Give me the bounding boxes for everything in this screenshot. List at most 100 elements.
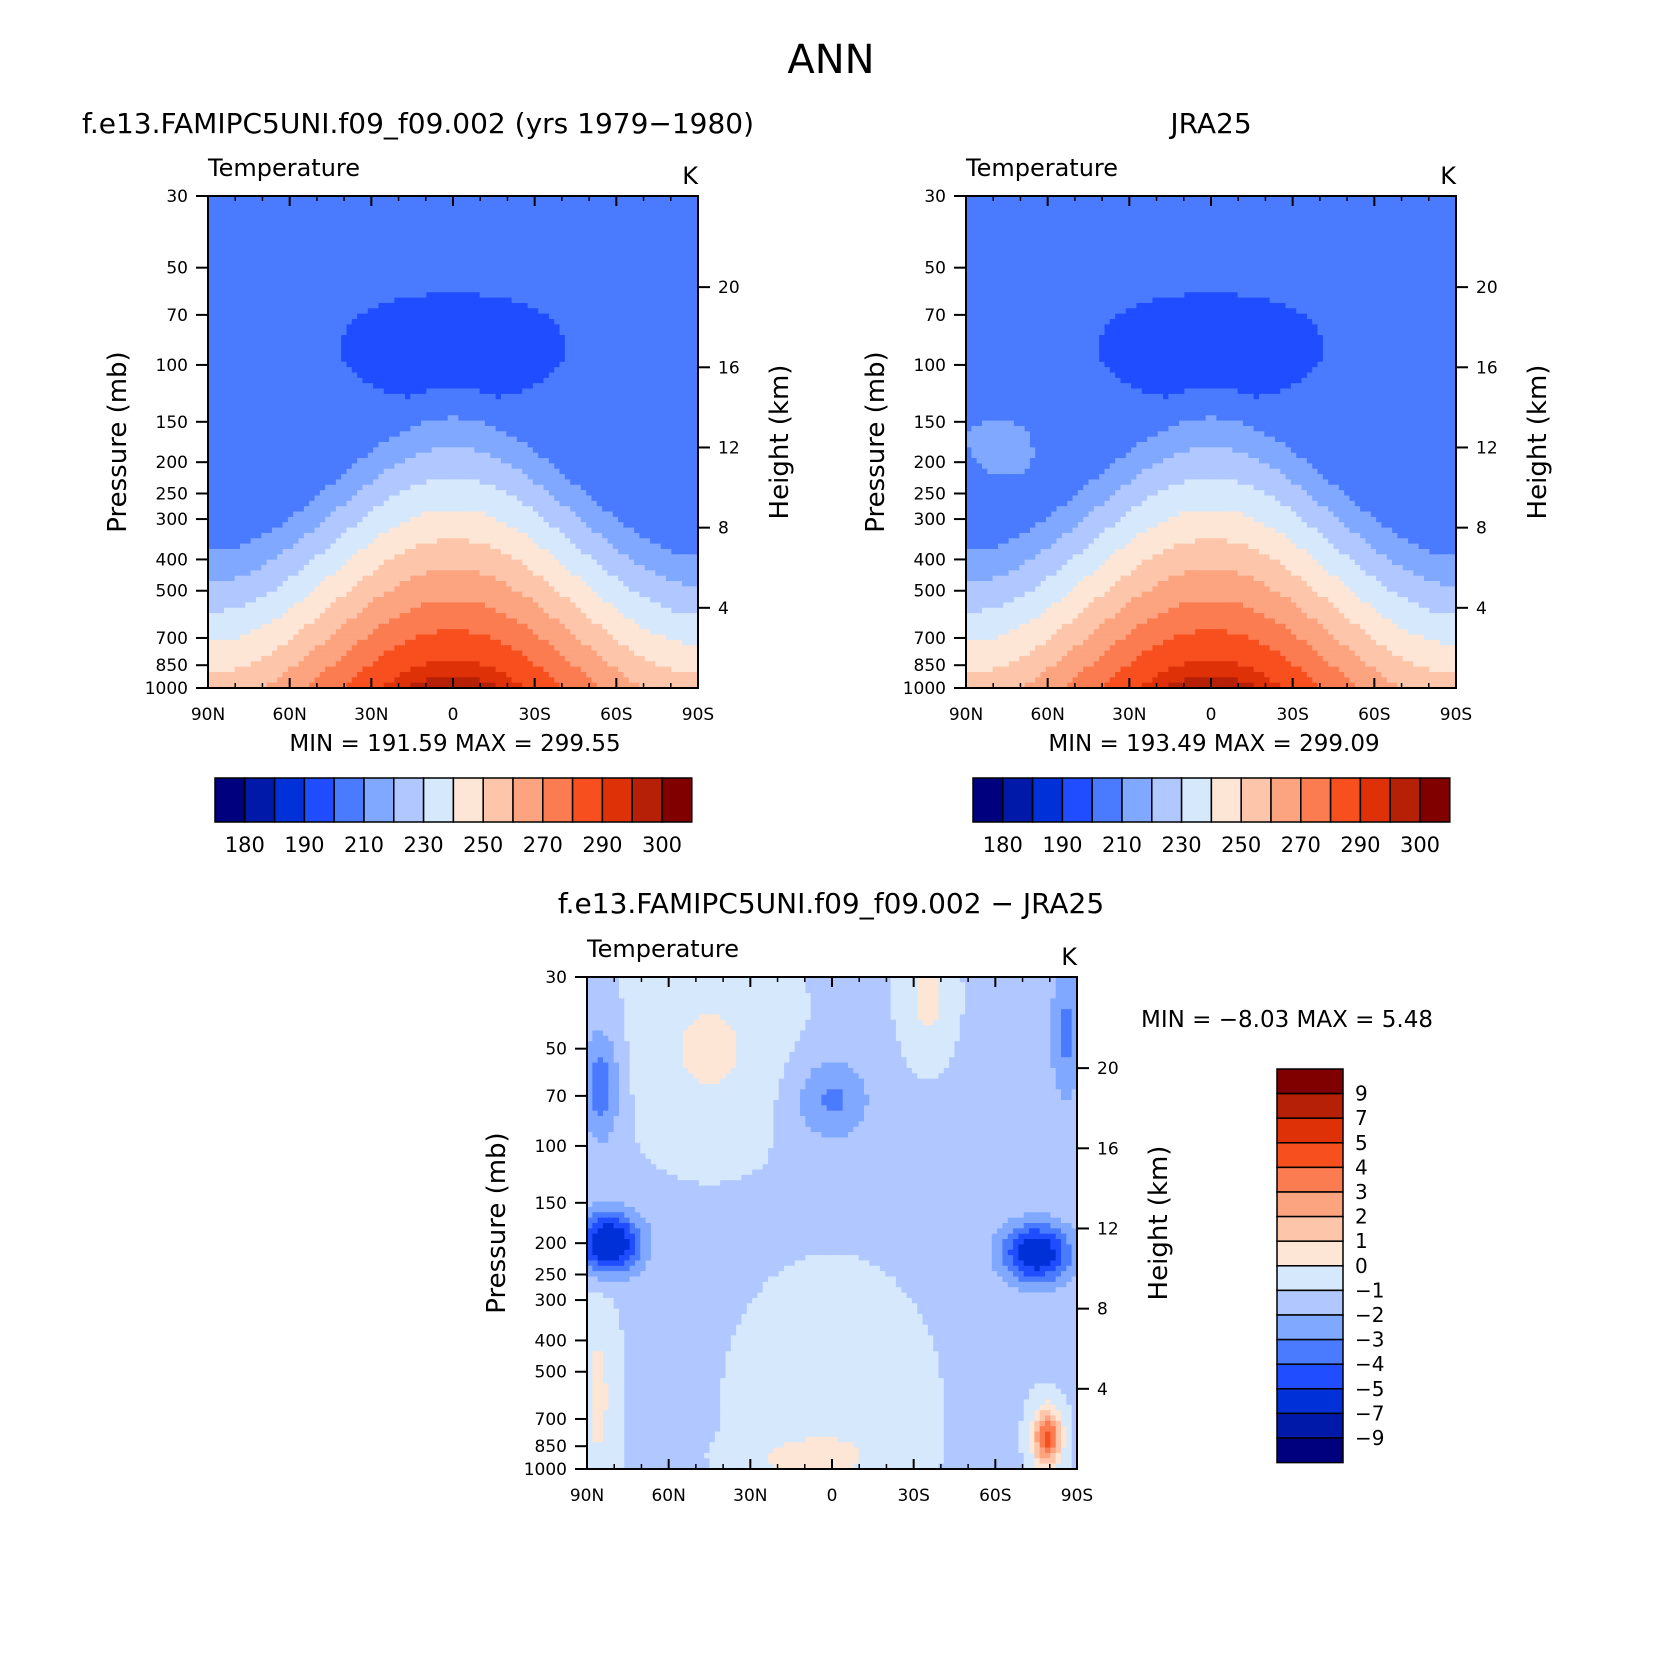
contour-cell: [485, 207, 491, 213]
contour-cell: [293, 212, 299, 218]
contour-cell: [448, 260, 454, 266]
contour-cell: [496, 233, 502, 239]
contour-cell: [639, 212, 645, 218]
contour-cell: [325, 276, 331, 282]
contour-cell: [671, 212, 677, 218]
contour-cell: [362, 303, 368, 309]
contour-cell: [496, 239, 502, 245]
contour-cell: [570, 271, 576, 277]
contour-cell: [645, 266, 651, 272]
contour-cell: [437, 233, 443, 239]
contour-cell: [576, 249, 582, 255]
contour-cell: [309, 212, 315, 218]
contour-cell: [357, 244, 363, 250]
contour-cell: [426, 271, 432, 277]
contour-cell: [565, 266, 571, 272]
contour-cell: [272, 282, 278, 288]
contour-cell: [299, 233, 305, 239]
contour-cell: [378, 314, 384, 320]
contour-cell: [458, 228, 464, 234]
contour-cell: [490, 233, 496, 239]
contour-cell: [671, 292, 677, 298]
contour-cell: [490, 201, 496, 207]
contour-cell: [272, 266, 278, 272]
contour-cell: [682, 244, 688, 250]
contour-cell: [469, 244, 475, 250]
contour-cell: [570, 287, 576, 293]
contour-cell: [416, 228, 422, 234]
contour-cell: [245, 228, 251, 234]
contour-cell: [522, 266, 528, 272]
contour-cell: [394, 266, 400, 272]
contour-cell: [554, 292, 560, 298]
contour-cell: [629, 287, 635, 293]
contour-cell: [261, 260, 267, 266]
contour-cell: [650, 228, 656, 234]
contour-cell: [607, 212, 613, 218]
contour-cell: [586, 249, 592, 255]
contour-cell: [309, 308, 315, 314]
contour-cell: [299, 239, 305, 245]
contour-cell: [597, 260, 603, 266]
contour-cell: [272, 314, 278, 320]
contour-cell: [576, 260, 582, 266]
contour-cell: [496, 201, 502, 207]
contour-cell: [432, 314, 438, 320]
contour-cell: [288, 266, 294, 272]
contour-cell: [453, 249, 459, 255]
contour-cell: [687, 308, 693, 314]
contour-cell: [554, 228, 560, 234]
contour-cell: [602, 260, 608, 266]
contour-cell: [309, 292, 315, 298]
contour-cell: [501, 255, 507, 261]
contour-cell: [607, 239, 613, 245]
contour-cell: [597, 244, 603, 250]
contour-cell: [677, 255, 683, 261]
contour-cell: [570, 260, 576, 266]
contour-cell: [506, 217, 512, 223]
contour-cell: [560, 228, 566, 234]
contour-cell: [490, 228, 496, 234]
contour-cell: [687, 260, 693, 266]
contour-cell: [586, 276, 592, 282]
contour-cell: [544, 271, 550, 277]
contour-cell: [671, 207, 677, 213]
contour-cell: [597, 249, 603, 255]
contour-cell: [261, 303, 267, 309]
contour-cell: [362, 260, 368, 266]
contour-cell: [293, 228, 299, 234]
contour-cell: [283, 249, 289, 255]
contour-cell: [229, 303, 235, 309]
contour-cell: [576, 201, 582, 207]
contour-cell: [442, 276, 448, 282]
contour-cell: [442, 207, 448, 213]
contour-cell: [368, 249, 374, 255]
contour-cell: [384, 239, 390, 245]
contour-cell: [639, 287, 645, 293]
contour-cell: [267, 303, 273, 309]
contour-cell: [389, 271, 395, 277]
contour-cell: [661, 266, 667, 272]
contour-cell: [645, 298, 651, 304]
contour-cell: [576, 207, 582, 213]
contour-cell: [261, 308, 267, 314]
contour-cell: [277, 260, 283, 266]
contour-cell: [213, 271, 219, 277]
contour-cell: [336, 249, 342, 255]
contour-cell: [671, 228, 677, 234]
contour-cell: [528, 287, 534, 293]
contour-cell: [485, 249, 491, 255]
contour-cell: [213, 292, 219, 298]
contour-cell: [442, 266, 448, 272]
contour-cell: [240, 292, 246, 298]
contour-cell: [506, 212, 512, 218]
contour-cell: [288, 223, 294, 229]
contour-cell: [267, 223, 273, 229]
contour-cell: [554, 303, 560, 309]
contour-cell: [272, 244, 278, 250]
contour-cell: [485, 260, 491, 266]
contour-cell: [570, 244, 576, 250]
contour-cell: [256, 271, 262, 277]
contour-cell: [496, 228, 502, 234]
contour-cell: [352, 298, 358, 304]
